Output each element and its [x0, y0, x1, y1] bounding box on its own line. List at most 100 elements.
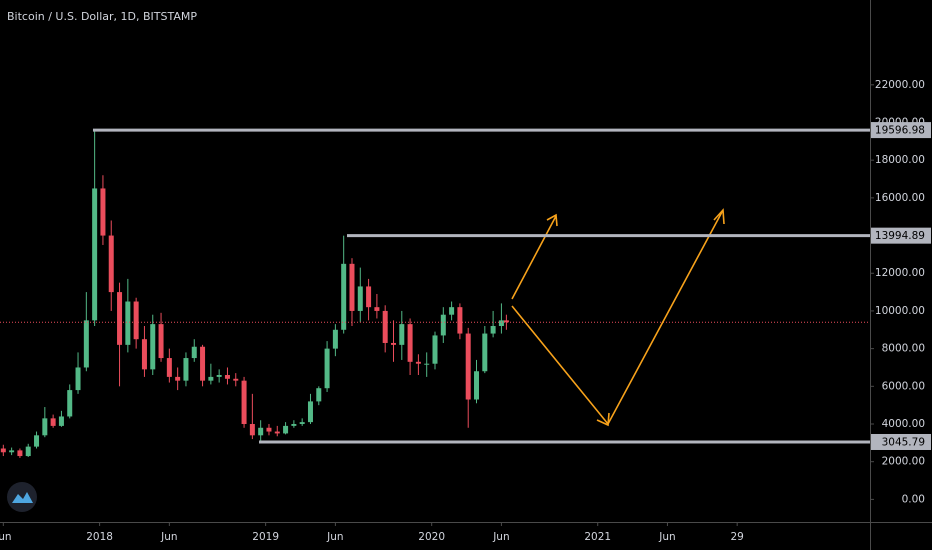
candle-body — [366, 286, 372, 308]
candle-body — [92, 188, 98, 321]
candle-body — [9, 450, 15, 453]
candle-body — [266, 427, 272, 432]
y-tick-label: 18000.00 — [875, 154, 925, 166]
candle-body — [490, 326, 496, 334]
candle-body — [158, 324, 164, 359]
level-label-box — [871, 122, 931, 139]
candle-body — [432, 335, 438, 364]
candle-body — [42, 418, 48, 436]
level-label-box — [871, 433, 931, 450]
candle-body — [200, 346, 206, 381]
logo-circle[interactable] — [7, 482, 37, 512]
candle-body — [424, 363, 430, 365]
x-tick-label: Jun — [658, 531, 675, 543]
candle-body — [0, 448, 6, 453]
logo[interactable] — [7, 482, 37, 512]
arrowhead — [713, 208, 725, 225]
level-label: 19596.98 — [875, 125, 925, 137]
candle-body — [374, 307, 380, 311]
candle-body — [141, 339, 147, 370]
y-tick-label: 0.00 — [902, 493, 925, 505]
candle-body — [117, 292, 123, 345]
y-tick-label: 8000.00 — [882, 343, 925, 355]
candle-body — [349, 263, 355, 311]
candle-body — [407, 324, 413, 362]
x-tick-label: Jun — [0, 531, 12, 543]
candle-body — [399, 324, 405, 345]
candle-body — [415, 361, 421, 364]
candle-body — [357, 286, 363, 311]
candle-body — [449, 307, 455, 315]
candle-body — [341, 263, 347, 330]
candle-body — [457, 307, 463, 334]
level-label-box — [871, 227, 931, 244]
arrowhead — [546, 213, 558, 227]
level-label: 3045.79 — [882, 436, 925, 448]
candle-body — [332, 329, 338, 349]
y-tick-label: 22000.00 — [875, 79, 925, 91]
y-tick-label: 16000.00 — [875, 192, 925, 204]
candle-body — [34, 435, 40, 447]
candle-body — [108, 235, 114, 293]
x-tick-label: Jun — [326, 531, 343, 543]
logo-shape[interactable] — [12, 492, 33, 503]
candle-body — [133, 301, 139, 340]
candle-body — [125, 301, 131, 345]
y-tick-label: 2000.00 — [882, 456, 925, 468]
candle-body — [440, 314, 446, 336]
x-tick-label: Jun — [160, 531, 177, 543]
candle-body — [390, 342, 396, 345]
candle-body — [307, 401, 313, 423]
candle-body — [241, 380, 247, 425]
candle-body — [249, 424, 255, 436]
x-tick-label: Jun — [492, 531, 509, 543]
candle-body — [233, 378, 239, 381]
x-tick-label: 2021 — [584, 531, 611, 543]
x-tick-label: 2018 — [86, 531, 113, 543]
candle-body — [224, 375, 230, 379]
arrowhead — [596, 412, 610, 427]
drawing-arrows — [511, 208, 725, 427]
candle-body — [67, 390, 73, 417]
x-tick-label: 2019 — [252, 531, 279, 543]
candle-body — [274, 431, 280, 434]
candle-body — [299, 422, 305, 425]
candle-body — [258, 427, 264, 436]
candle-body — [208, 376, 214, 381]
candle-body — [183, 358, 189, 381]
candle-body — [100, 188, 106, 236]
candle-body — [83, 320, 89, 368]
candle-body — [474, 371, 480, 400]
candle-body — [216, 375, 222, 377]
y-tick-label: 12000.00 — [875, 267, 925, 279]
candle-body — [503, 320, 509, 323]
x-tick-label: 2020 — [418, 531, 445, 543]
x-tick-label: 29 — [730, 531, 743, 543]
candle-body — [283, 425, 289, 434]
y-tick-label: 4000.00 — [882, 418, 925, 430]
candle-body — [465, 333, 471, 400]
candle-body — [482, 333, 488, 372]
candle-body — [291, 424, 297, 426]
y-tick-label: 6000.00 — [882, 380, 925, 392]
candle-body — [324, 348, 330, 389]
candle-body — [25, 446, 31, 457]
level-label: 13994.89 — [875, 230, 925, 242]
candle-body — [166, 358, 172, 377]
candle-body — [191, 346, 197, 359]
candle-body — [150, 324, 156, 370]
arrow — [511, 215, 557, 300]
candle-body — [17, 450, 23, 457]
candle-body — [316, 388, 322, 402]
candle-body — [175, 376, 181, 381]
candle-body — [58, 416, 64, 426]
y-tick-label: 10000.00 — [875, 305, 925, 317]
candle-body — [498, 320, 504, 327]
candle-body — [382, 310, 388, 343]
candle-body — [75, 367, 81, 391]
chart-title: Bitcoin / U.S. Dollar, 1D, BITSTAMP — [7, 10, 197, 23]
arrow — [511, 211, 723, 426]
candle-body — [50, 418, 56, 426]
